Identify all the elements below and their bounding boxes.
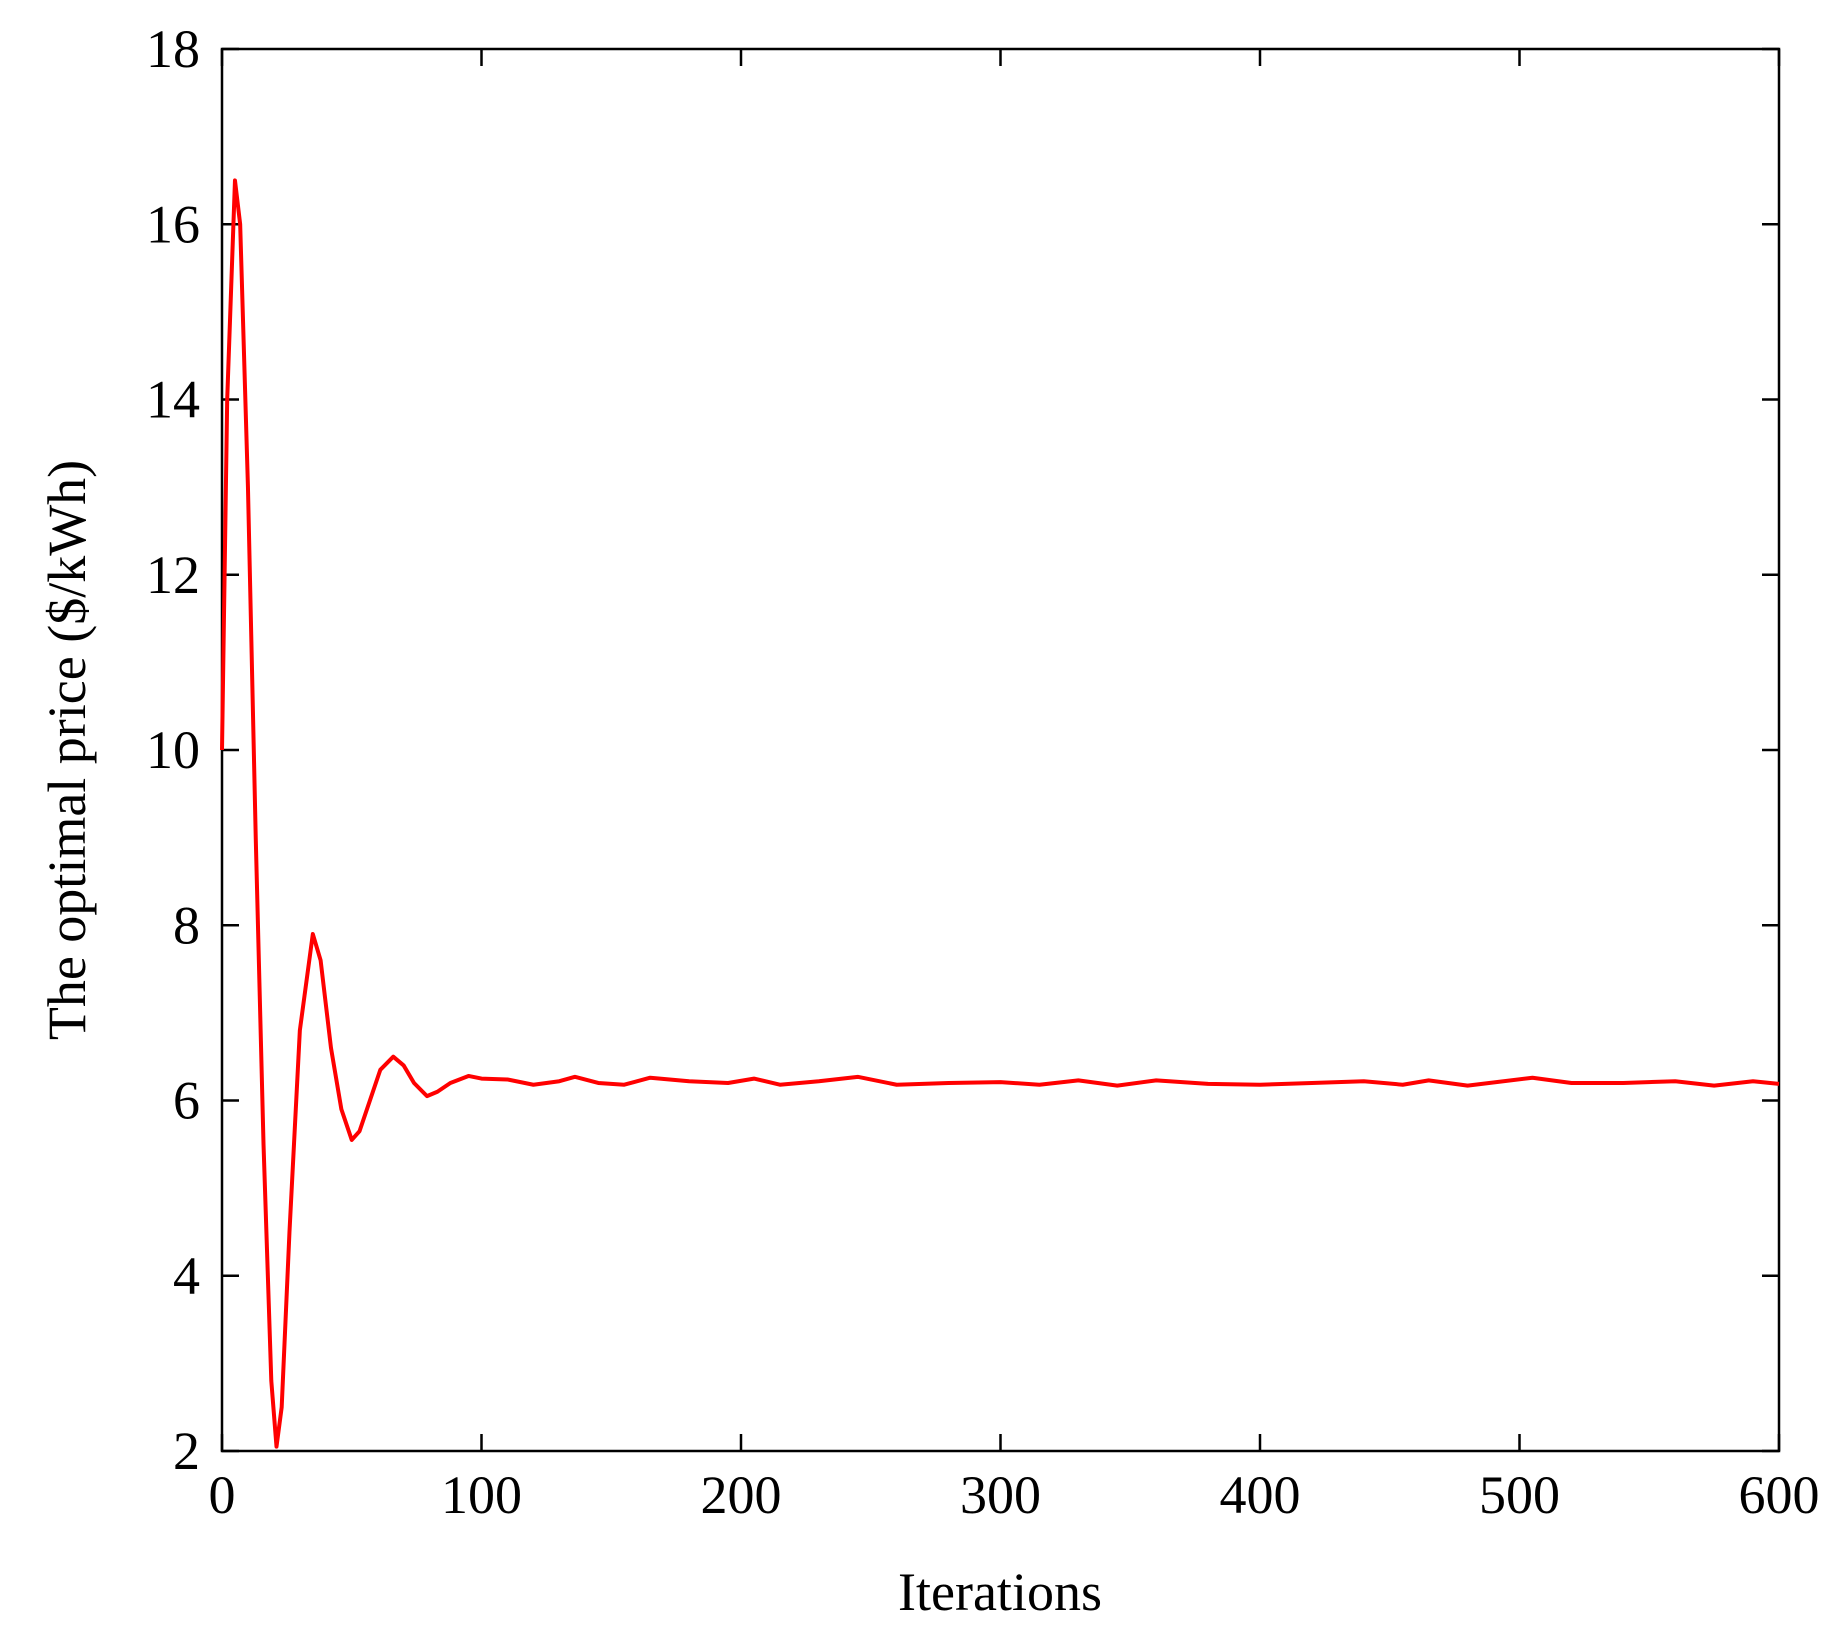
y-axis-label: The optimal price ($/kWh) — [37, 460, 97, 1040]
x-tick-label: 200 — [701, 1465, 782, 1525]
x-tick-label: 0 — [209, 1465, 236, 1525]
y-tick-label: 6 — [173, 1071, 200, 1131]
y-tick-label: 12 — [146, 545, 200, 605]
y-tick-label: 14 — [146, 370, 200, 430]
y-tick-label: 2 — [173, 1421, 200, 1481]
x-tick-label: 300 — [960, 1465, 1041, 1525]
y-tick-label: 10 — [146, 720, 200, 780]
x-tick-label: 500 — [1479, 1465, 1560, 1525]
data-line — [220, 178, 1780, 1449]
x-tick-label: 100 — [441, 1465, 522, 1525]
y-tick-label: 18 — [146, 19, 200, 79]
y-tick-label: 4 — [173, 1246, 200, 1306]
x-tick-label: 600 — [1739, 1465, 1820, 1525]
x-tick-label: 400 — [1220, 1465, 1301, 1525]
y-tick-label: 16 — [146, 194, 200, 254]
x-axis-label: Iterations — [898, 1562, 1102, 1622]
plot-frame — [220, 47, 1781, 1453]
y-tick-label: 8 — [173, 895, 200, 955]
